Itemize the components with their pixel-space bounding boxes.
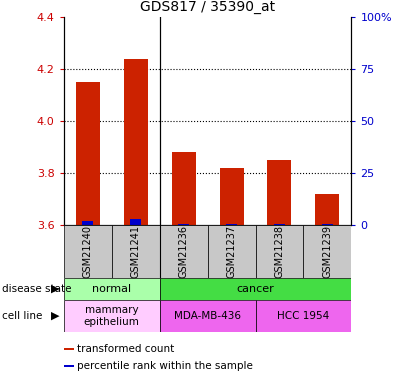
Text: MDA-MB-436: MDA-MB-436 — [174, 311, 241, 321]
Bar — [274, 224, 285, 225]
Title: GDS817 / 35390_at: GDS817 / 35390_at — [140, 0, 275, 15]
Text: transformed count: transformed count — [76, 344, 174, 354]
Text: HCC 1954: HCC 1954 — [277, 311, 330, 321]
Bar — [172, 152, 196, 225]
Bar — [64, 300, 159, 332]
Bar — [256, 225, 303, 278]
Bar — [219, 168, 243, 225]
Bar — [112, 225, 159, 278]
Text: GSM21238: GSM21238 — [275, 225, 284, 278]
Bar — [322, 224, 333, 225]
Text: percentile rank within the sample: percentile rank within the sample — [76, 361, 252, 370]
Text: GSM21240: GSM21240 — [83, 225, 92, 278]
Bar — [208, 225, 256, 278]
Text: cancer: cancer — [237, 284, 275, 294]
Text: ▶: ▶ — [51, 284, 60, 294]
Bar — [226, 224, 237, 225]
Bar — [82, 221, 93, 225]
Bar — [256, 300, 351, 332]
Bar — [130, 219, 141, 225]
Text: normal: normal — [92, 284, 131, 294]
Text: disease state: disease state — [2, 284, 72, 294]
Text: GSM21239: GSM21239 — [323, 225, 332, 278]
Bar — [178, 224, 189, 225]
Bar — [159, 225, 208, 278]
Bar — [64, 348, 74, 350]
Bar — [303, 225, 351, 278]
Text: GSM21241: GSM21241 — [131, 225, 141, 278]
Text: cell line: cell line — [2, 311, 42, 321]
Text: ▶: ▶ — [51, 311, 60, 321]
Bar — [159, 300, 256, 332]
Text: GSM21236: GSM21236 — [179, 225, 189, 278]
Text: mammary
epithelium: mammary epithelium — [84, 305, 140, 327]
Bar — [64, 364, 74, 367]
Bar — [315, 194, 339, 225]
Bar — [268, 160, 291, 225]
Bar — [76, 82, 100, 225]
Bar — [64, 225, 112, 278]
Text: GSM21237: GSM21237 — [226, 225, 236, 278]
Bar — [159, 278, 351, 300]
Bar — [64, 278, 159, 300]
Bar — [124, 58, 148, 225]
